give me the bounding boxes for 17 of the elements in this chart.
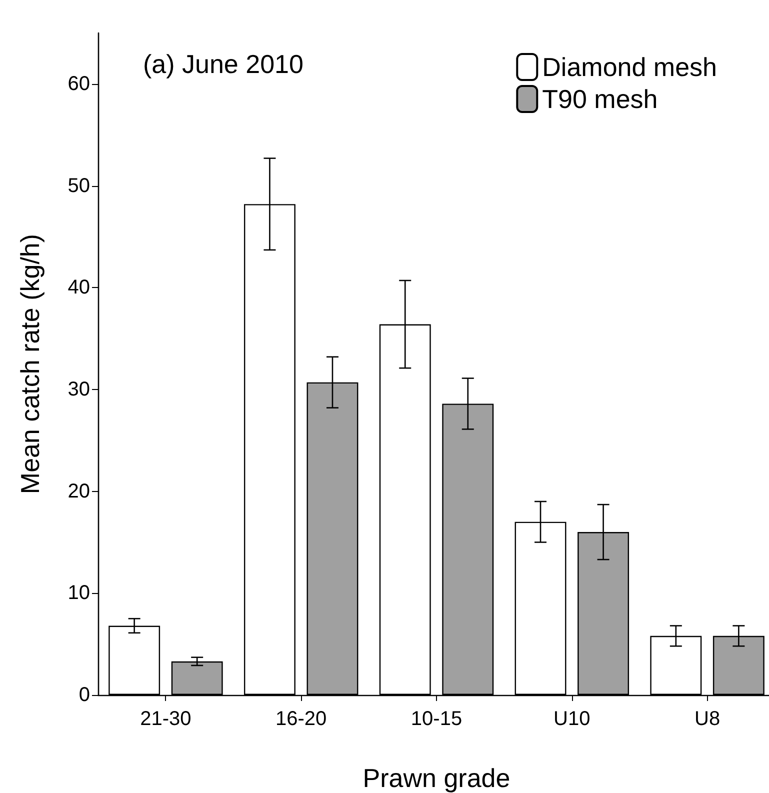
legend-label: T90 mesh <box>542 84 658 114</box>
x-tick-label: U8 <box>694 708 720 730</box>
y-tick-label: 50 <box>68 174 90 197</box>
y-tick-label: 40 <box>68 276 90 299</box>
x-tick-label: 16-20 <box>276 708 327 730</box>
x-axis-title: Prawn grade <box>362 763 510 793</box>
legend-label: Diamond mesh <box>542 52 718 82</box>
y-tick-label: 0 <box>78 684 90 706</box>
y-tick-label: 30 <box>68 378 90 400</box>
x-tick-label: 21-30 <box>140 708 192 730</box>
x-tick-label: U10 <box>554 708 590 730</box>
x-tick-label: 10-15 <box>410 708 462 730</box>
y-tick-label: 10 <box>68 582 90 604</box>
annotation: (a) June 2010 <box>143 49 304 79</box>
y-tick-label: 20 <box>68 480 90 502</box>
y-tick-label: 60 <box>68 72 90 95</box>
y-axis-title: Mean catch rate (kg/h) <box>15 234 45 494</box>
